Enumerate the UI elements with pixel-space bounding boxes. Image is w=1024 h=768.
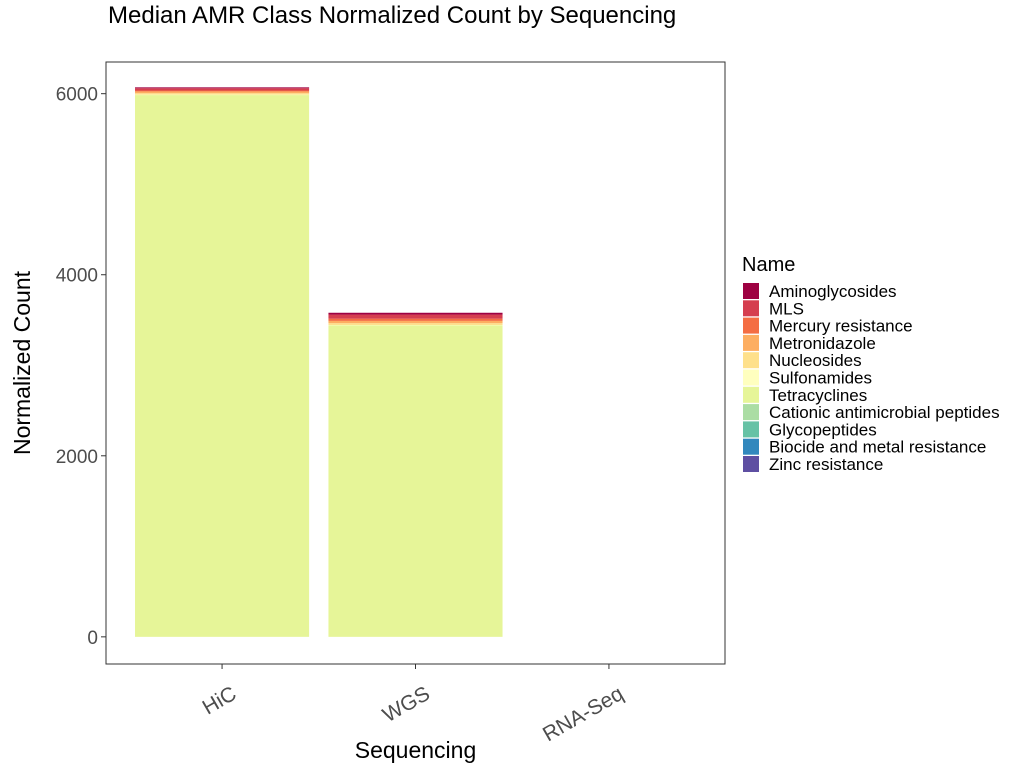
chart-title: Median AMR Class Normalized Count by Seq… bbox=[108, 2, 676, 29]
bar-wgs-sulfonamides bbox=[328, 324, 503, 326]
legend-label-metronidazole: Metronidazole bbox=[769, 334, 876, 353]
y-tick-label: 4000 bbox=[56, 266, 98, 287]
bar-hic-sulfonamides bbox=[135, 94, 310, 96]
legend-label-zinc-resistance: Zinc resistance bbox=[769, 455, 883, 474]
legend-label-glycopeptides: Glycopeptides bbox=[769, 420, 877, 439]
bar-wgs-aminoglycosides bbox=[328, 312, 503, 315]
x-tick-label-wgs: WGS bbox=[379, 682, 434, 727]
legend-key-glycopeptides bbox=[743, 421, 759, 438]
legend-key-metronidazole bbox=[743, 334, 759, 351]
bar-hic-nucleosides bbox=[135, 93, 310, 95]
legend-label-cationic-antimicrobial-peptides: Cationic antimicrobial peptides bbox=[769, 403, 1000, 422]
legend-key-cationic-antimicrobial-peptides bbox=[743, 404, 759, 421]
legend-label-tetracyclines: Tetracyclines bbox=[769, 386, 867, 405]
x-axis-title: Sequencing bbox=[355, 737, 477, 763]
bars-layer bbox=[135, 87, 503, 637]
bar-wgs-mercury-resistance bbox=[328, 318, 503, 321]
legend-key-tetracyclines bbox=[743, 386, 759, 403]
bar-hic-tetracyclines bbox=[135, 95, 310, 637]
legend-label-biocide-and-metal-resistance: Biocide and metal resistance bbox=[769, 438, 986, 457]
y-tick-label: 0 bbox=[87, 628, 98, 649]
legend-label-nucleosides: Nucleosides bbox=[769, 351, 862, 370]
bar-wgs-tetracyclines bbox=[328, 325, 503, 637]
legend-key-nucleosides bbox=[743, 352, 759, 369]
bar-hic-mls bbox=[135, 88, 310, 91]
x-tick-label-hic: HiC bbox=[199, 682, 241, 719]
bar-hic-mercury-resistance bbox=[135, 90, 310, 92]
x-axis: HiC WGS RNA-Seq bbox=[199, 664, 627, 746]
legend-title: Name bbox=[742, 254, 795, 276]
bar-wgs-metronidazole bbox=[328, 320, 503, 324]
y-tick-label: 2000 bbox=[56, 447, 98, 468]
legend-key-biocide-and-metal-resistance bbox=[743, 438, 759, 455]
bar-hic-aminoglycosides bbox=[135, 87, 310, 89]
bar-wgs-nucleosides bbox=[328, 323, 503, 325]
legend-label-sulfonamides: Sulfonamides bbox=[769, 369, 872, 388]
legend-label-mercury-resistance: Mercury resistance bbox=[769, 317, 913, 336]
legend-key-mls bbox=[743, 300, 759, 317]
legend-key-sulfonamides bbox=[743, 369, 759, 386]
legend-label-aminoglycosides: Aminoglycosides bbox=[769, 282, 897, 301]
legend-key-mercury-resistance bbox=[743, 317, 759, 334]
bar-wgs-mls bbox=[328, 314, 503, 319]
y-axis-title: Normalized Count bbox=[9, 270, 35, 455]
legend-key-aminoglycosides bbox=[743, 283, 759, 299]
bar-hic-metronidazole bbox=[135, 91, 310, 94]
y-axis: 0 2000 4000 6000 bbox=[56, 85, 106, 649]
legend-key-zinc-resistance bbox=[743, 456, 759, 472]
x-tick-label-rna-seq: RNA-Seq bbox=[539, 682, 627, 746]
legend-label-mls: MLS bbox=[769, 299, 804, 318]
y-tick-label: 6000 bbox=[56, 85, 98, 106]
